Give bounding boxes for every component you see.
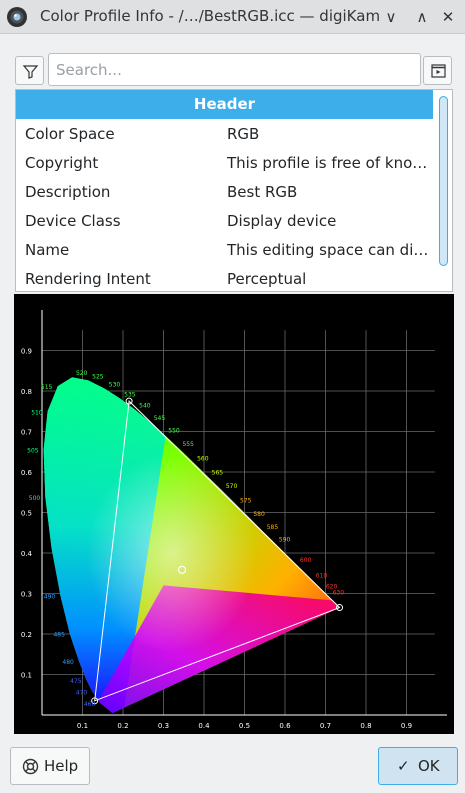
y-tick-label: 0.4 [21,550,33,558]
gamut-outline [94,400,341,702]
x-tick-label: 0.1 [77,722,88,730]
table-section-header[interactable]: Header [16,90,433,119]
y-tick-label: 0.6 [21,469,33,477]
row-value: Display device [227,212,337,230]
row-value: Best RGB [227,183,298,201]
close-button[interactable]: ✕ [441,8,455,26]
digikam-app-icon [7,7,27,27]
x-tick-label: 0.9 [401,722,412,730]
y-tick-label: 0.9 [21,348,32,356]
table-row[interactable]: Color Space RGB [16,120,433,149]
wavelength-label: 545 [154,415,166,422]
wavelength-label: 540 [139,403,151,410]
filter-button[interactable] [15,56,44,85]
filter-icon [22,65,39,79]
wavelength-label: 570 [226,483,238,490]
toggle-panel-button[interactable] [423,56,452,85]
gamut-triangle [91,397,344,705]
wavelength-label: 510 [31,409,43,416]
x-tick-label: 0.7 [320,722,331,730]
y-tick-label: 0.7 [21,429,32,437]
spectral-locus [43,377,340,714]
white-point-marker [177,565,187,574]
wavelength-label: 610 [316,573,328,580]
checkmark-icon: ✓ [397,757,410,775]
y-tick-label: 0.2 [21,631,32,639]
x-tick-label: 0.2 [117,722,128,730]
wavelength-label: 535 [124,391,136,398]
wavelength-label: 460 [84,701,96,708]
wavelength-label: 555 [182,441,194,448]
y-tick-label: 0.5 [21,510,32,518]
table-row[interactable]: Device Class Display device [16,207,433,236]
wavelength-label: 565 [212,469,224,476]
wavelength-label: 505 [27,448,39,455]
wavelength-label: 470 [76,690,88,697]
wavelength-label: 500 [29,495,41,502]
x-tick-label: 0.8 [360,722,371,730]
wavelength-label: 520 [76,370,88,377]
row-value: This profile is free of kno… [227,154,428,172]
row-key: Rendering Intent [25,270,151,288]
wavelength-label: 515 [41,384,53,391]
table-row[interactable]: Description Best RGB [16,178,433,207]
diagram-axes: 0.1 0.2 0.3 0.4 0.5 0.6 0.7 0.8 0.9 0.1 0.2 0.3 0.4 0… [21,310,447,730]
wavelength-label: 620 [326,583,338,590]
wavelength-label: 550 [168,428,180,435]
title-bar: Color Profile Info - /…/BestRGB.icc — di… [0,0,465,34]
scrollbar-thumb[interactable] [439,96,448,266]
primary-blue-marker [91,697,99,705]
row-key: Device Class [25,212,121,230]
wavelength-label: 585 [267,524,279,531]
search-input[interactable] [48,53,421,86]
wavelength-label: 475 [70,678,82,685]
primary-green-marker [125,397,133,405]
x-tick-label: 0.5 [239,722,250,730]
panel-toggle-icon [431,64,446,78]
wavelength-label: 485 [53,632,65,639]
locus-fill [43,377,340,714]
table-scrollbar[interactable] [434,90,452,291]
row-value: RGB [227,125,260,143]
wavelength-label: 600 [300,557,312,564]
locus-fill-white [62,411,306,695]
wavelength-label: 530 [109,382,121,389]
table-row[interactable]: Name This editing space can dis… [16,236,433,265]
x-tick-label: 0.4 [198,722,210,730]
row-key: Description [25,183,111,201]
wavelength-label: 580 [253,511,265,518]
lifebuoy-icon [22,758,39,775]
y-tick-label: 0.8 [21,388,32,396]
row-key: Color Space [25,125,115,143]
primary-red-marker [336,604,344,612]
row-value: Perceptual [227,270,307,288]
minimize-button[interactable]: ∨ [385,8,397,26]
wavelength-label: 490 [44,594,56,601]
y-tick-label: 0.3 [21,591,32,599]
ok-label: OK [418,757,440,775]
wavelength-label: 630 [333,590,345,597]
profile-metadata-table: Header Color Space RGB Copyright This pr… [15,89,453,292]
help-button[interactable]: Help [10,747,90,785]
wavelength-label: 480 [62,659,74,666]
table-row[interactable]: Copyright This profile is free of kno… [16,149,433,178]
x-tick-label: 0.3 [158,722,169,730]
table-row[interactable]: Rendering Intent Perceptual [16,265,433,291]
ok-button[interactable]: ✓ OK [378,747,458,785]
maximize-button[interactable]: ∧ [416,8,428,26]
row-key: Copyright [25,154,99,172]
wavelength-label: 590 [279,536,291,543]
wavelength-label: 560 [197,455,209,462]
wavelength-label: 525 [92,373,104,380]
wavelength-labels: 520 5255305355405455505555605655705755805… [27,370,344,708]
row-value: This editing space can dis… [227,241,429,259]
wavelength-label: 575 [240,497,252,504]
cie-chromaticity-diagram: 0.1 0.2 0.3 0.4 0.5 0.6 0.7 0.8 0.9 0.1 0.2 0.3 0.4 0… [14,294,454,734]
window-title: Color Profile Info - /…/BestRGB.icc — di… [40,7,381,25]
row-key: Name [25,241,70,259]
help-label: Help [44,757,79,775]
x-tick-label: 0.6 [279,722,291,730]
cie-diagram-svg: 0.1 0.2 0.3 0.4 0.5 0.6 0.7 0.8 0.9 0.1 0.2 0.3 0.4 0… [21,310,447,730]
y-tick-label: 0.1 [21,672,32,680]
